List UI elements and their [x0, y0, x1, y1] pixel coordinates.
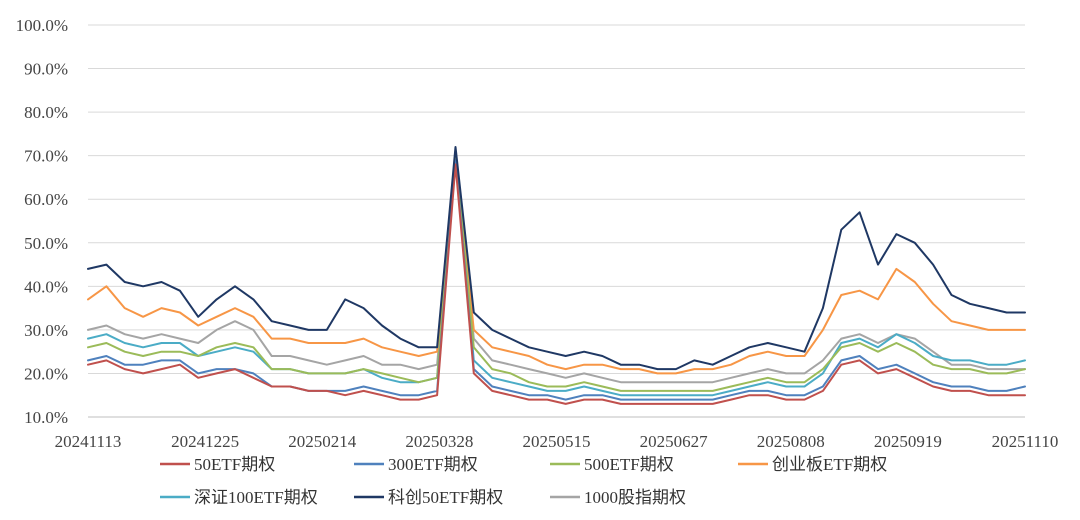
legend-label: 深证100ETF期权	[194, 488, 318, 507]
legend-label: 300ETF期权	[388, 455, 478, 474]
y-tick-label: 100.0%	[16, 16, 68, 35]
y-axis-ticks: 10.0% 20.0% 30.0% 40.0% 50.0% 60.0% 70.0% 80.0%…	[16, 16, 68, 427]
series-line-2	[87, 154, 1026, 392]
legend-label: 1000股指期权	[584, 488, 686, 507]
y-tick-label: 30.0%	[24, 321, 68, 340]
series-lines	[87, 146, 1026, 405]
legend-label: 科创50ETF期权	[388, 488, 503, 507]
series-line-3	[87, 154, 1026, 375]
legend-label: 50ETF期权	[194, 455, 275, 474]
y-tick-label: 70.0%	[24, 147, 68, 166]
y-tick-label: 20.0%	[24, 364, 68, 383]
x-tick-label: 20241225	[171, 432, 239, 451]
x-tick-label: 20250214	[288, 432, 357, 451]
x-tick-label: 20250808	[757, 432, 825, 451]
series-line-4	[87, 154, 1026, 397]
gridlines	[88, 24, 1025, 418]
legend-label: 500ETF期权	[584, 455, 674, 474]
y-tick-label: 10.0%	[24, 408, 68, 427]
series-line-5	[87, 146, 1026, 371]
y-tick-label: 40.0%	[24, 277, 68, 296]
series-line-1	[87, 159, 1026, 401]
y-tick-label: 50.0%	[24, 234, 68, 253]
x-tick-label: 20250919	[874, 432, 942, 451]
x-tick-label: 20241113	[55, 432, 122, 451]
x-tick-label: 20250515	[523, 432, 591, 451]
series-line-0	[87, 163, 1026, 405]
legend-label: 创业板ETF期权	[772, 455, 887, 474]
series-line-6	[87, 150, 1026, 384]
legend: 50ETF期权 300ETF期权 500ETF期权 创业板ETF期权深证100ETF期…	[160, 455, 887, 507]
y-tick-label: 80.0%	[24, 103, 68, 122]
x-axis-ticks: 20241113 20241225 20250214 20250328 20250515…	[55, 432, 1059, 451]
y-tick-label: 60.0%	[24, 190, 68, 209]
x-tick-label: 20250328	[405, 432, 473, 451]
y-tick-label: 90.0%	[24, 60, 68, 79]
x-tick-label: 20251110	[992, 432, 1059, 451]
x-tick-label: 20250627	[640, 432, 709, 451]
